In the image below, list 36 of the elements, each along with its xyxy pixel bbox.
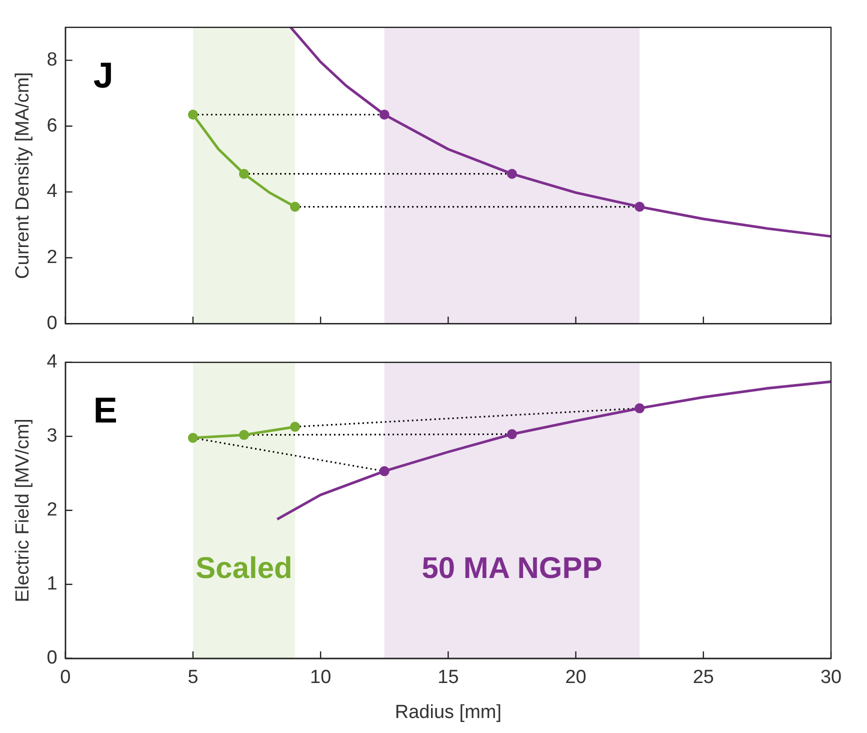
- x-tick-label: 0: [60, 667, 71, 688]
- x-axis-title: Radius [mm]: [394, 702, 502, 723]
- annotation: E: [93, 389, 118, 430]
- y-tick-label: 4: [46, 352, 58, 373]
- point: [506, 168, 517, 179]
- point: [506, 429, 517, 440]
- y-tick-label: 4: [46, 181, 58, 202]
- x-tick-label: 30: [820, 667, 842, 688]
- x-tick-label: 5: [188, 667, 198, 688]
- x-tick-label: 10: [310, 667, 332, 688]
- point: [188, 110, 198, 120]
- point: [634, 403, 645, 414]
- y-tick-label: 3: [46, 426, 58, 447]
- y-tick-label: 2: [46, 500, 58, 521]
- y-axis-title: Electric Field [MV/cm]: [12, 418, 34, 602]
- y-tick-label: 0: [46, 312, 58, 334]
- point: [634, 202, 645, 212]
- point: [239, 168, 250, 179]
- point: [188, 432, 198, 443]
- annotation: J: [93, 54, 114, 96]
- point: [379, 466, 390, 476]
- x-tick-label: 15: [438, 667, 459, 688]
- x-tick-label: 25: [692, 667, 714, 688]
- point: [379, 110, 390, 120]
- point: [290, 202, 300, 212]
- point: [239, 430, 250, 440]
- y-tick-label: 0: [46, 648, 58, 669]
- y-tick-label: 2: [46, 247, 58, 268]
- y-tick-label: 1: [46, 574, 58, 595]
- point: [290, 422, 300, 432]
- y-axis-title: Current Density [MA/cm]: [12, 72, 34, 279]
- x-tick-label: 20: [565, 667, 586, 688]
- y-tick-label: 8: [46, 50, 58, 71]
- band-label: Scaled: [196, 552, 292, 585]
- band-label: 50 MA NGPP: [422, 552, 602, 585]
- y-tick-label: 6: [46, 115, 58, 136]
